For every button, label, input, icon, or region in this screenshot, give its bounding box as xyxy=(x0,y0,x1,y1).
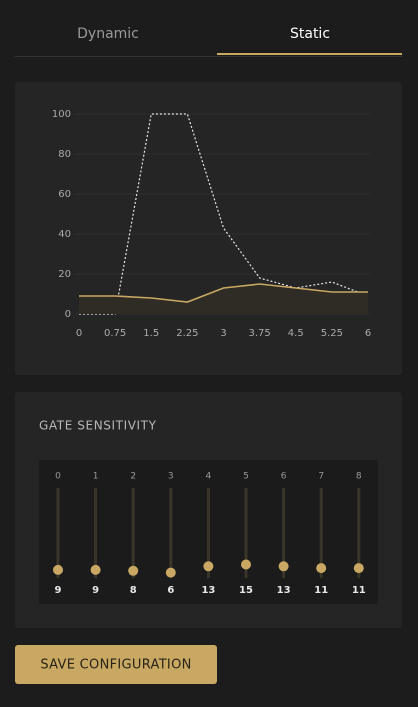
y-tick-label: 0 xyxy=(65,309,71,320)
save-button[interactable] xyxy=(15,645,217,684)
y-tick-label: 100 xyxy=(52,109,71,120)
slider-track xyxy=(131,488,135,578)
slider-value: 11 xyxy=(314,585,328,596)
y-tick-label: 80 xyxy=(58,149,71,160)
slider-index: 3 xyxy=(168,472,174,482)
save-button-label[interactable]: SAVE CONFIGURATION xyxy=(40,658,191,673)
slider-track xyxy=(282,488,286,578)
x-tick-label: 4.5 xyxy=(288,328,304,339)
slider-value: 13 xyxy=(201,585,215,596)
chart-panel xyxy=(15,82,402,375)
slider-value: 11 xyxy=(352,585,366,596)
x-tick-label: 2.25 xyxy=(176,328,198,339)
slider-index: 1 xyxy=(93,472,99,482)
line xyxy=(79,283,368,303)
slider-knob[interactable] xyxy=(353,563,364,574)
x-tick-label: 1.5 xyxy=(143,328,159,339)
y-tick-label: 60 xyxy=(58,189,71,200)
tab-underline xyxy=(217,53,402,55)
x-tick-label: 3 xyxy=(220,328,226,339)
tab-label[interactable]: Dynamic xyxy=(77,26,139,42)
slider-track xyxy=(319,488,323,578)
x-tick-label: 0.75 xyxy=(104,328,126,339)
slider-track xyxy=(56,488,60,578)
slider-value: 9 xyxy=(92,585,99,596)
slider-index: 7 xyxy=(318,472,324,482)
x-tick-label: 3.75 xyxy=(248,328,270,339)
slider-index: 2 xyxy=(130,472,136,482)
slider-track xyxy=(357,488,361,578)
y-tick-label: 20 xyxy=(58,269,71,280)
slider-value: 8 xyxy=(130,585,137,596)
slider-index: 0 xyxy=(55,472,61,482)
x-tick-label: 5.25 xyxy=(321,328,343,339)
slider-knob[interactable] xyxy=(203,561,214,572)
slider-track xyxy=(206,488,210,578)
slider-knob[interactable] xyxy=(165,567,176,578)
slider-index: 4 xyxy=(206,472,212,482)
slider-track xyxy=(244,488,248,578)
slider-knob[interactable] xyxy=(241,559,251,570)
slider-index: 5 xyxy=(243,472,249,482)
slider-index: 6 xyxy=(281,472,287,482)
y-tick-label: 40 xyxy=(58,229,71,240)
slider-value: 13 xyxy=(277,585,291,596)
slider-knob[interactable] xyxy=(128,565,139,576)
slider-knob[interactable] xyxy=(316,563,327,574)
slider-value: 15 xyxy=(239,585,253,596)
area xyxy=(79,284,368,314)
x-tick-label: 0 xyxy=(76,328,82,339)
slider-track xyxy=(169,488,173,578)
slider-index: 8 xyxy=(356,472,362,482)
x-tick-label: 6 xyxy=(365,328,371,339)
tab-label[interactable]: Static xyxy=(290,26,330,42)
slider-knob[interactable] xyxy=(278,561,289,572)
slider-track xyxy=(94,488,98,578)
slider-knob[interactable] xyxy=(53,564,63,575)
slider-value: 9 xyxy=(55,585,62,596)
section-title: GATE SENSITIVITY xyxy=(39,419,157,433)
slider-value: 6 xyxy=(167,585,174,596)
slider-knob[interactable] xyxy=(90,564,101,575)
